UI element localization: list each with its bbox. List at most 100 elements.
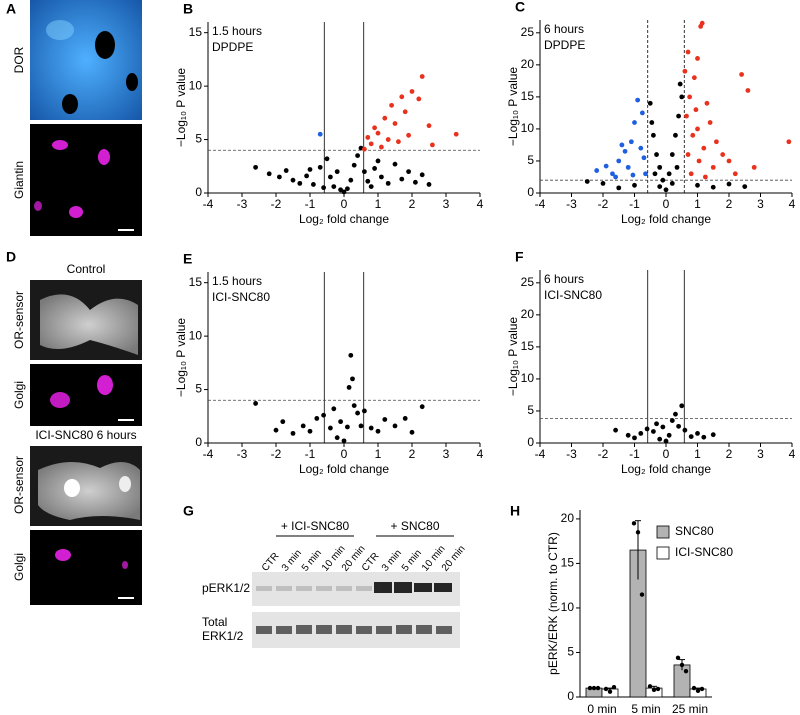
replicate-point bbox=[655, 686, 661, 692]
replicate-point bbox=[607, 689, 613, 694]
point bbox=[396, 139, 401, 145]
y-axis-label: −Log₁₀ P value bbox=[174, 318, 188, 398]
point bbox=[688, 434, 694, 439]
micrograph bbox=[30, 0, 142, 120]
y-tick-label: 0 bbox=[527, 185, 534, 199]
point bbox=[362, 169, 367, 175]
point bbox=[613, 427, 618, 433]
point bbox=[345, 424, 350, 430]
point bbox=[382, 417, 388, 422]
point bbox=[365, 135, 371, 140]
y-tick-label: 15 bbox=[189, 25, 203, 39]
point bbox=[628, 139, 634, 145]
replicate-point bbox=[611, 685, 617, 690]
point bbox=[739, 72, 744, 77]
point bbox=[632, 182, 637, 188]
annotation: 1.5 hours bbox=[212, 24, 262, 38]
point bbox=[375, 158, 381, 164]
x-axis-label: Log₂ fold change bbox=[621, 462, 711, 476]
replicate-point bbox=[651, 687, 657, 693]
point bbox=[379, 144, 384, 150]
x-tick-label: 4 bbox=[789, 197, 796, 211]
point bbox=[695, 430, 700, 436]
point bbox=[651, 132, 656, 138]
point bbox=[657, 436, 663, 442]
y-tick-label: 5 bbox=[527, 403, 534, 417]
point bbox=[652, 171, 658, 177]
point bbox=[280, 419, 286, 425]
point bbox=[297, 180, 303, 186]
point bbox=[375, 130, 381, 136]
y-tick-label: 10 bbox=[189, 328, 203, 342]
x-tick-label: 2 bbox=[409, 447, 416, 461]
panel-label: H bbox=[510, 503, 520, 519]
x-axis-label: Log₂ fold change bbox=[299, 212, 389, 226]
point bbox=[682, 68, 688, 74]
point bbox=[704, 100, 710, 106]
x-tick-label: 1 bbox=[694, 447, 701, 461]
lane-label: CTR bbox=[260, 551, 282, 574]
x-tick-label: 4 bbox=[477, 197, 484, 211]
point bbox=[619, 142, 625, 148]
image-label: OR-sensor bbox=[12, 291, 26, 349]
y-tick-label: 15 bbox=[521, 89, 535, 103]
point bbox=[324, 156, 330, 162]
y-tick-label: 10 bbox=[189, 78, 203, 92]
point bbox=[314, 416, 320, 421]
replicate-point bbox=[639, 592, 645, 597]
x-tick-label: 3 bbox=[757, 197, 764, 211]
x-axis-label: Log₂ fold change bbox=[621, 212, 711, 226]
point bbox=[375, 428, 381, 434]
point bbox=[663, 438, 669, 444]
panel-label: A bbox=[6, 1, 16, 17]
point bbox=[669, 180, 675, 186]
image-label: Giantin bbox=[12, 161, 26, 199]
point bbox=[710, 164, 716, 170]
point bbox=[413, 179, 418, 185]
x-tick-label: 0 bbox=[663, 197, 670, 211]
legend-label: ICI-SNC80 bbox=[675, 545, 733, 559]
replicate-point bbox=[679, 662, 685, 668]
point bbox=[385, 137, 391, 142]
point bbox=[647, 100, 653, 106]
point bbox=[674, 164, 680, 170]
micrograph bbox=[30, 364, 142, 426]
point bbox=[643, 171, 648, 177]
legend-label: SNC80 bbox=[675, 524, 714, 538]
x-tick-label: 4 bbox=[789, 447, 796, 461]
y-tick-label: 20 bbox=[521, 57, 535, 71]
point bbox=[622, 148, 628, 154]
point bbox=[584, 179, 590, 184]
panel-label: G bbox=[183, 503, 194, 519]
panel-label: B bbox=[183, 1, 193, 17]
point bbox=[307, 167, 313, 172]
micrograph bbox=[30, 446, 142, 526]
point bbox=[673, 411, 678, 417]
y-tick-label: 15 bbox=[189, 275, 203, 289]
x-tick-label: -1 bbox=[305, 197, 316, 211]
y-tick-label: 5 bbox=[527, 153, 534, 167]
point bbox=[669, 418, 675, 423]
point bbox=[696, 158, 702, 164]
y-tick-label: 25 bbox=[521, 25, 535, 39]
point bbox=[594, 168, 600, 173]
image-label: OR-sensor bbox=[12, 456, 26, 514]
x-tick-label: -2 bbox=[271, 197, 282, 211]
replicate-point bbox=[695, 688, 701, 693]
point bbox=[638, 145, 644, 151]
point bbox=[409, 89, 415, 94]
point bbox=[685, 152, 691, 157]
point bbox=[368, 184, 374, 189]
replicate-point bbox=[591, 685, 597, 691]
point bbox=[341, 189, 347, 195]
replicate-point bbox=[635, 530, 641, 535]
x-tick-label: 0 bbox=[663, 447, 670, 461]
point bbox=[348, 177, 354, 183]
point bbox=[409, 429, 415, 435]
point bbox=[745, 88, 751, 93]
point bbox=[368, 425, 374, 431]
point bbox=[358, 423, 364, 429]
point bbox=[430, 142, 435, 148]
x-tick-label: 1 bbox=[375, 447, 382, 461]
point bbox=[406, 169, 411, 175]
